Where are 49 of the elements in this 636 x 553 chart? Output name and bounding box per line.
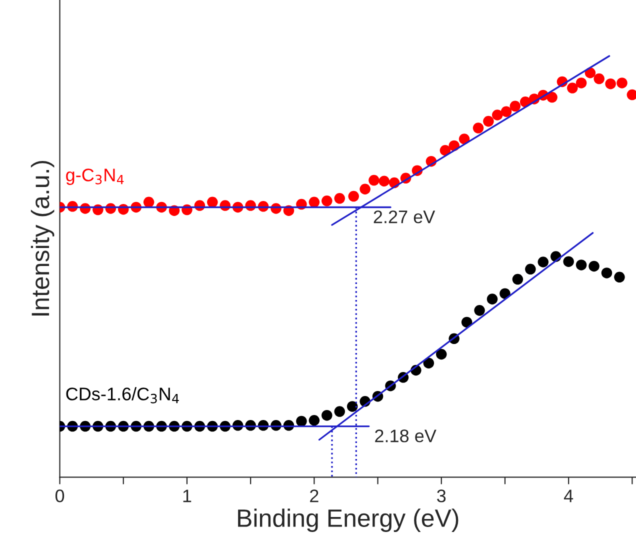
point: [334, 406, 346, 417]
point: [308, 196, 320, 208]
point: [601, 268, 612, 278]
point: [500, 106, 512, 117]
point: [360, 184, 370, 195]
point: [605, 78, 616, 90]
annotation: 2.27 eV: [374, 210, 436, 224]
point: [334, 193, 346, 204]
point: [322, 410, 332, 421]
point: [546, 92, 558, 103]
x-axis-title: Binding Energy (eV): [238, 508, 458, 532]
point: [423, 358, 434, 368]
point: [512, 274, 524, 285]
point: [563, 256, 574, 267]
x-tick-label: 1: [183, 490, 192, 502]
point: [567, 82, 578, 94]
point: [322, 196, 332, 206]
series-label: g-C$_{3}$N$_{4}$: [66, 168, 124, 185]
point: [525, 264, 536, 275]
point: [588, 260, 600, 272]
point: [576, 78, 587, 88]
annotation: 2.18 eV: [375, 430, 436, 442]
point: [486, 294, 498, 304]
point: [576, 260, 587, 270]
point: [483, 116, 494, 127]
point: [378, 176, 390, 187]
point: [308, 414, 320, 426]
point: [492, 110, 503, 120]
point: [436, 348, 447, 360]
series-label: CDs-1.6/C$_{3}$N$_{4}$: [66, 387, 179, 404]
point: [207, 196, 218, 208]
point: [296, 416, 307, 427]
point: [510, 100, 521, 112]
point: [143, 196, 154, 208]
point: [594, 73, 604, 84]
x-tick-label: 0: [55, 490, 64, 502]
point: [616, 78, 628, 88]
y-axis-title: Intensity (a.u.): [30, 160, 54, 316]
point: [348, 190, 359, 202]
point: [538, 256, 549, 268]
point: [461, 316, 472, 328]
x-tick-label: 4: [564, 490, 574, 502]
point: [614, 272, 625, 283]
x-tick-label: 2: [310, 490, 318, 502]
x-tick-label: 3: [437, 490, 446, 502]
point: [472, 122, 484, 134]
point: [368, 174, 380, 186]
point: [474, 305, 485, 316]
point: [346, 401, 358, 412]
